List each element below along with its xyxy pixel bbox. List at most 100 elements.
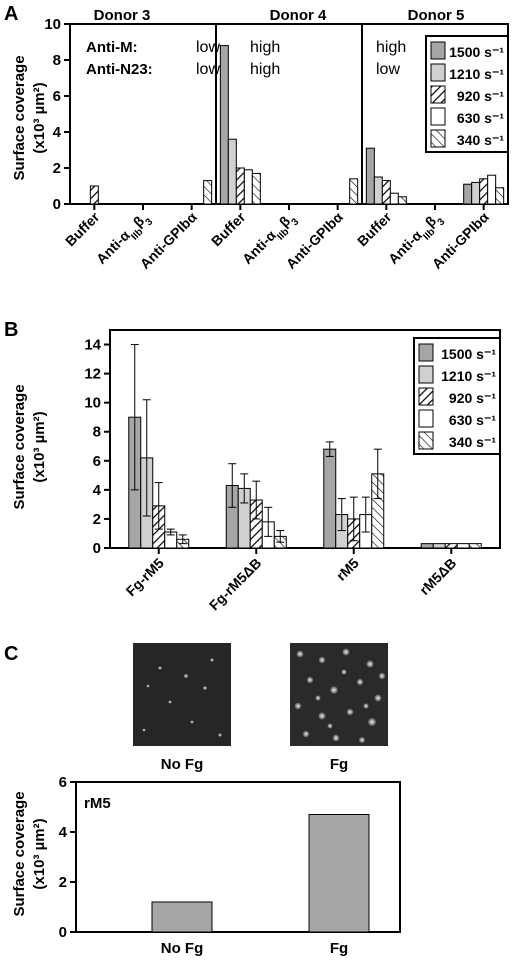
panel-a-ytick-label: 2 [53,160,61,177]
panel-b-legend-label-3: 630 s⁻¹ [449,412,496,428]
panel-a-ylabel-line1: Surface coverage [11,55,28,180]
panel-b-ytick-label: 4 [93,482,102,499]
micrograph-no-fg [133,643,231,746]
panel-a-cat2-bar-4 [203,180,213,205]
panel-b-ytick-label: 12 [84,366,101,383]
panel-a-legend-swatch-3 [430,107,446,126]
panel-c-bar-no-fg [151,901,213,933]
panel-a-legend-label-4: 340 s⁻¹ [457,132,504,148]
panel-b-legend-swatch-4 [418,431,434,450]
panel-b-category-2: rM5 [333,555,362,584]
panel-b-category-3: rM5ΔB [416,555,459,598]
panel-b-bar-rm5-b-2 [444,543,458,549]
donor-5-label: Donor 5 [408,7,465,24]
panel-a-legend-swatch-2 [430,85,446,104]
anti-n23-donor4: high [250,61,280,78]
panel-a-cat6-bar-0 [365,147,375,205]
panel-b-ylabel: Surface coverage (x10³ µm²) [11,384,48,509]
panel-a-ytick-label: 4 [53,124,62,141]
panel-a-ylabel-line2: (x10³ µm²) [31,82,48,153]
panel-b-ytick-label: 14 [84,337,101,354]
panel-c-ytick-label: 6 [59,774,67,791]
panel-c-bar-fg [308,814,370,933]
panel-b-legend-swatch-2 [418,387,434,406]
panel-a-legend-swatch-1 [430,63,446,82]
panel-a-legend-label-1: 1210 s⁻¹ [449,66,504,82]
panel-a-cat8-bar-1 [471,181,481,205]
panel-c-inset-label: rM5 [84,795,111,812]
anti-m-donor3: low [196,39,220,56]
panel-a-cat8-bar-0 [463,183,473,205]
panel-b-legend-label-0: 1500 s⁻¹ [441,346,496,362]
panel-b-legend-swatch-3 [418,409,434,428]
panel-c-ylabel: Surface coverage (x10³ µm²) [11,791,48,916]
panel-a-category-donor-5-6: Buffer [354,208,395,249]
panel-a-legend-swatch-4 [430,129,446,148]
panel-b-bar-rm5-0 [323,448,337,549]
panel-a-cat0-bar-2 [89,185,99,205]
panel-b-ytick-label: 8 [93,424,101,441]
donor-4-label: Donor 4 [270,7,327,24]
panel-a-cat6-bar-3 [389,192,399,205]
panel-b-bar-rm5-b-0 [420,543,434,549]
panel-b-legend-label-1: 1210 s⁻¹ [441,368,496,384]
panel-a-cat3-bar-1 [227,138,237,205]
panel-a-ylabel: Surface coverage (x10³ µm²) [11,55,48,180]
panel-c-ytick-label: 2 [59,874,67,891]
panel-a-cat5-bar-4 [349,178,359,205]
panel-b-ytick-label: 10 [84,395,101,412]
panel-b-category-1: Fg-rM5ΔB [206,555,265,614]
panel-a-ytick-label: 8 [53,52,61,69]
panel-b-category-0: Fg-rM5 [123,555,167,599]
panel-c-frame [75,781,401,933]
panel-a-cat8-bar-2 [479,178,489,205]
panel-c-letter: C [4,643,18,665]
panel-a-cat6-bar-2 [381,180,391,205]
panel-a-legend-label-2: 920 s⁻¹ [457,88,504,104]
panel-b-bar-rm5-b-4 [468,543,482,549]
panel-c-category-fg: Fg [330,940,348,957]
anti-m-donor5: high [376,39,406,56]
panel-b-ytick-label: 2 [93,511,101,528]
panel-a-legend-swatch-0 [430,41,446,60]
panel-a-cat3-bar-3 [243,169,253,205]
anti-m-label: Anti-M: [86,39,138,56]
panel-b-ytick-label: 6 [93,453,101,470]
panel-b-bar-rm5-b-3 [456,543,470,549]
anti-m-donor4: high [250,39,280,56]
panel-b-legend-label-4: 340 s⁻¹ [449,434,496,450]
panel-c-ytick-label: 4 [59,824,68,841]
anti-n23-label: Anti-N23: [86,61,153,78]
panel-a-ytick-label: 0 [53,196,61,213]
panel-b-letter: B [4,319,18,341]
panel-a-legend-label-0: 1500 s⁻¹ [449,44,504,60]
image-label-fg: Fg [330,756,348,773]
anti-n23-donor5: low [376,61,400,78]
panel-a-cat6-bar-4 [397,196,407,205]
panel-a-category-donor-4-3: Buffer [208,208,249,249]
panel-b-legend-swatch-0 [418,343,434,362]
donor-3-label: Donor 3 [94,7,151,24]
panel-c-category-no-fg: No Fg [161,940,204,957]
anti-n23-donor3: low [196,61,220,78]
panel-a-cat6-bar-1 [373,176,383,205]
panel-a-ytick-label: 10 [44,16,61,33]
panel-a-cat3-bar-0 [219,45,229,205]
chart-b: 0 2 4 6 8 10 12 14 Fg-rM5 Fg-rM5ΔB rM5 rM5ΔB 1500 s⁻… [84,329,501,614]
chart-c: 0 2 4 6 rM5 No Fg Fg [59,774,401,957]
panel-b-ylabel-line1: Surface coverage [11,384,28,509]
panel-a-legend-label-3: 630 s⁻¹ [457,110,504,126]
panel-a-category-donor-3-0: Buffer [62,208,103,249]
micrograph-fg [290,643,388,746]
panel-c-ytick-label: 0 [59,924,67,941]
panel-b-bar-rm5-b-1 [432,543,446,549]
panel-c-ylabel-line1: Surface coverage [11,791,28,916]
panel-b-ylabel-line2: (x10³ µm²) [31,411,48,482]
panel-a-cat3-bar-2 [235,167,245,205]
panel-c-ylabel-line2: (x10³ µm²) [31,818,48,889]
panel-a-cat8-bar-4 [495,187,505,205]
panel-a-ytick-label: 6 [53,88,61,105]
image-label-no-fg: No Fg [161,756,204,773]
panel-b-legend-label-2: 920 s⁻¹ [449,390,496,406]
